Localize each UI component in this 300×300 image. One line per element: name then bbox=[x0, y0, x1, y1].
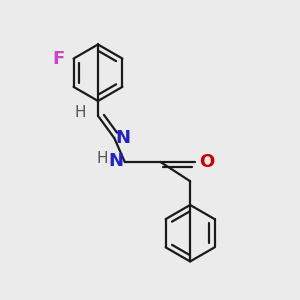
Text: H: H bbox=[97, 151, 108, 166]
Text: O: O bbox=[199, 153, 214, 171]
Text: N: N bbox=[108, 152, 123, 170]
Text: N: N bbox=[116, 129, 131, 147]
Text: H: H bbox=[75, 105, 86, 120]
Text: F: F bbox=[52, 50, 64, 68]
